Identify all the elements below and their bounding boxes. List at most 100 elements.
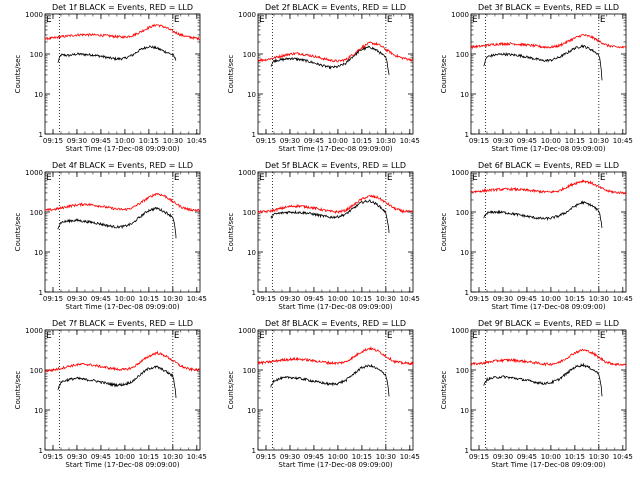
- y-tick-label: 10: [247, 407, 256, 415]
- x-tick-label: 10:30: [376, 137, 396, 145]
- series-events-line: [57, 365, 177, 398]
- x-tick-label: 10:00: [328, 295, 348, 303]
- x-axis-label: Start Time (17-Dec-08 09:09:00): [65, 461, 179, 469]
- x-axis-label: Start Time (17-Dec-08 09:09:00): [278, 303, 392, 311]
- x-tick-label: 10:45: [613, 295, 633, 303]
- y-tick-label: 1: [39, 447, 43, 455]
- y-tick-label: 10: [34, 91, 43, 99]
- y-tick-label: 10: [34, 249, 43, 257]
- x-tick-label: 10:15: [352, 453, 372, 461]
- x-axis-label: Start Time (17-Dec-08 09:09:00): [491, 303, 605, 311]
- x-tick-label: 10:00: [328, 453, 348, 461]
- y-tick-label: 1: [252, 131, 256, 139]
- x-tick-label: 10:00: [541, 295, 561, 303]
- corner-mark-right: E: [387, 173, 393, 183]
- y-tick-label: 1: [465, 447, 469, 455]
- x-axis-label: Start Time (17-Dec-08 09:09:00): [491, 145, 605, 153]
- corner-mark-left: E: [472, 331, 478, 341]
- x-tick-label: 09:30: [67, 137, 87, 145]
- x-tick-label: 10:00: [115, 453, 135, 461]
- x-tick-label: 10:30: [376, 453, 396, 461]
- y-axis-label: Counts/sec: [440, 371, 448, 410]
- x-tick-label: 10:30: [589, 295, 609, 303]
- y-tick-label: 1000: [451, 169, 469, 177]
- x-axis-label: Start Time (17-Dec-08 09:09:00): [278, 461, 392, 469]
- panel-4: Det 4f BLACK = Events, RED = LLD 1 10 100 10…: [14, 161, 207, 311]
- corner-mark-right: E: [174, 173, 180, 183]
- y-tick-label: 100: [243, 209, 256, 217]
- x-tick-label: 09:30: [280, 137, 300, 145]
- panel-title: Det 2f BLACK = Events, RED = LLD: [265, 3, 406, 12]
- y-tick-label: 1000: [25, 327, 43, 335]
- x-tick-label: 10:30: [163, 137, 183, 145]
- series-lld-line: [257, 345, 414, 366]
- y-tick-label: 1000: [451, 327, 469, 335]
- panel-7: Det 7f BLACK = Events, RED = LLD 1 10 100 10…: [14, 319, 207, 469]
- x-tick-label: 09:15: [469, 295, 489, 303]
- y-axis-label: Counts/sec: [440, 213, 448, 252]
- x-tick-label: 09:45: [91, 295, 111, 303]
- series-lld-line: [257, 194, 414, 215]
- x-tick-label: 10:00: [541, 453, 561, 461]
- plot-frame: [257, 171, 414, 293]
- panel-6: Det 6f BLACK = Events, RED = LLD 1 10 100 10…: [440, 161, 633, 311]
- x-tick-label: 09:30: [493, 137, 513, 145]
- plot-frame: [257, 13, 414, 135]
- panel-3: Det 3f BLACK = Events, RED = LLD 1 10 100 10…: [440, 3, 633, 153]
- corner-mark-left: E: [46, 173, 52, 183]
- y-tick-label: 100: [456, 209, 469, 217]
- x-tick-label: 10:45: [400, 295, 420, 303]
- plot-frame: [470, 329, 627, 451]
- x-tick-label: 09:30: [493, 295, 513, 303]
- y-tick-label: 10: [460, 407, 469, 415]
- corner-mark-left: E: [259, 15, 265, 25]
- x-tick-label: 09:15: [43, 137, 63, 145]
- corner-mark-left: E: [259, 331, 265, 341]
- panel-title: Det 3f BLACK = Events, RED = LLD: [478, 3, 619, 12]
- y-tick-label: 100: [30, 51, 43, 59]
- plot-frame: [470, 13, 627, 135]
- x-tick-label: 10:15: [565, 453, 585, 461]
- x-tick-label: 10:15: [352, 295, 372, 303]
- x-tick-label: 10:45: [187, 137, 207, 145]
- x-tick-label: 09:45: [304, 137, 324, 145]
- y-tick-label: 100: [30, 367, 43, 375]
- x-tick-label: 10:30: [376, 295, 396, 303]
- x-tick-label: 10:15: [352, 137, 372, 145]
- series-lld-line: [470, 348, 627, 367]
- y-tick-label: 1: [252, 289, 256, 297]
- x-tick-label: 10:15: [139, 453, 159, 461]
- x-tick-label: 10:45: [613, 137, 633, 145]
- x-tick-label: 10:15: [565, 295, 585, 303]
- panel-title: Det 4f BLACK = Events, RED = LLD: [52, 161, 193, 170]
- series-events-line: [270, 199, 390, 233]
- x-tick-label: 09:15: [256, 453, 276, 461]
- y-tick-label: 1000: [238, 169, 256, 177]
- x-tick-label: 10:30: [163, 295, 183, 303]
- series-events-line: [483, 44, 603, 81]
- x-axis-label: Start Time (17-Dec-08 09:09:00): [65, 145, 179, 153]
- y-tick-label: 10: [247, 91, 256, 99]
- corner-mark-right: E: [600, 331, 606, 341]
- panel-8: Det 8f BLACK = Events, RED = LLD 1 10 100 10…: [227, 319, 420, 469]
- plot-frame: [44, 171, 201, 293]
- panel-title: Det 9f BLACK = Events, RED = LLD: [478, 319, 619, 328]
- y-tick-label: 100: [243, 367, 256, 375]
- x-tick-label: 09:15: [256, 295, 276, 303]
- x-tick-label: 09:15: [256, 137, 276, 145]
- panel-title: Det 6f BLACK = Events, RED = LLD: [478, 161, 619, 170]
- corner-mark-left: E: [472, 173, 478, 183]
- y-tick-label: 1000: [238, 327, 256, 335]
- x-tick-label: 09:45: [517, 137, 537, 145]
- x-tick-label: 09:45: [517, 295, 537, 303]
- x-tick-label: 09:15: [43, 295, 63, 303]
- x-tick-label: 09:45: [304, 453, 324, 461]
- x-tick-label: 10:00: [115, 295, 135, 303]
- x-axis-label: Start Time (17-Dec-08 09:09:00): [278, 145, 392, 153]
- y-tick-label: 10: [460, 249, 469, 257]
- x-tick-label: 09:30: [67, 295, 87, 303]
- y-axis-label: Counts/sec: [227, 371, 235, 410]
- corner-mark-left: E: [46, 15, 52, 25]
- x-axis-label: Start Time (17-Dec-08 09:09:00): [65, 303, 179, 311]
